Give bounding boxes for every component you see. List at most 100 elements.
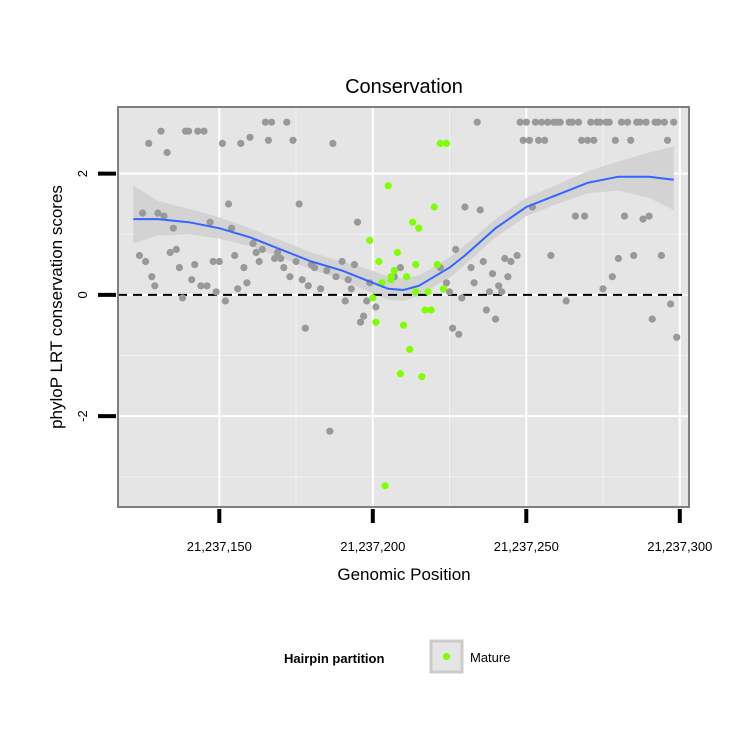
data-point-other — [148, 273, 156, 281]
data-point-other — [630, 251, 638, 260]
data-point-mature — [412, 288, 420, 296]
data-point-mature — [427, 306, 435, 314]
data-point-other — [289, 136, 297, 144]
data-point-other — [172, 245, 180, 253]
data-point-other — [372, 303, 380, 311]
data-point-other — [479, 257, 487, 266]
data-point-other — [326, 427, 334, 435]
data-point-mature — [396, 370, 404, 378]
data-point-mature — [415, 224, 423, 232]
data-point-other — [581, 212, 589, 220]
data-point-other — [599, 285, 607, 293]
data-point-other — [452, 245, 460, 253]
data-point-other — [547, 251, 555, 260]
smooth-line — [133, 175, 674, 292]
data-point-other — [191, 261, 199, 269]
data-point-other — [310, 264, 319, 272]
data-point-other — [323, 267, 331, 275]
data-point-other — [194, 127, 202, 135]
data-point-mature — [393, 248, 401, 257]
y-tick-label: 2 — [75, 170, 90, 177]
data-point-other — [271, 254, 279, 263]
data-point-other — [197, 282, 205, 290]
data-point-other — [498, 288, 506, 296]
data-point-other — [605, 118, 613, 126]
data-point-mature — [378, 279, 386, 287]
data-point-other — [636, 118, 644, 126]
y-axis-ticks: -2 0 2 — [75, 170, 116, 422]
data-point-other — [461, 203, 469, 211]
data-point-other — [620, 212, 629, 220]
data-point-other — [255, 257, 263, 266]
data-point-other — [243, 279, 251, 287]
data-point-mature — [369, 294, 377, 302]
data-point-other — [473, 118, 481, 126]
data-point-mature — [421, 306, 429, 314]
data-point-mature — [430, 203, 438, 211]
data-point-other — [488, 270, 497, 278]
data-point-mature — [381, 482, 389, 490]
data-point-other — [212, 288, 220, 296]
data-point-other — [157, 127, 165, 135]
data-point-other — [541, 136, 549, 144]
data-point-other — [234, 285, 242, 293]
data-point-other — [221, 297, 229, 305]
data-point-other — [175, 264, 183, 272]
data-point-other — [360, 312, 368, 320]
data-point-other — [501, 254, 509, 263]
data-point-other — [525, 136, 534, 144]
data-point-other — [160, 212, 168, 220]
data-point-other — [590, 136, 598, 144]
y-axis-title: phyloP LRT conservation scores — [47, 185, 66, 429]
data-point-other — [670, 118, 678, 126]
smooth-confidence-band — [133, 146, 674, 301]
data-point-other — [142, 257, 150, 266]
data-point-other — [332, 273, 340, 281]
data-point-other — [246, 133, 254, 141]
data-point-other — [663, 136, 672, 144]
y-tick-label: -2 — [75, 410, 90, 422]
data-point-other — [163, 148, 171, 157]
data-point-other — [240, 264, 248, 272]
data-point-other — [139, 209, 147, 217]
data-point-other — [442, 279, 451, 287]
data-point-other — [353, 218, 362, 226]
data-point-other — [218, 139, 226, 147]
data-point-other — [338, 257, 346, 266]
data-point-other — [329, 139, 337, 147]
data-point-other — [522, 118, 530, 126]
data-point-mature — [409, 218, 417, 226]
data-point-other — [642, 118, 650, 126]
data-point-other — [516, 118, 524, 126]
points-other — [135, 118, 681, 435]
data-point-other — [154, 209, 162, 217]
data-point-mature — [399, 321, 408, 329]
data-point-other — [267, 118, 276, 126]
data-point-other — [286, 273, 294, 281]
data-point-other — [224, 200, 233, 208]
data-point-other — [624, 118, 632, 126]
data-point-other — [449, 324, 457, 332]
data-point-other — [301, 324, 309, 332]
data-point-other — [614, 254, 623, 263]
data-point-other — [578, 136, 586, 144]
data-point-other — [458, 294, 466, 302]
data-point-mature — [366, 236, 374, 244]
panel-border — [117, 106, 690, 508]
data-point-other — [252, 248, 260, 257]
data-point-other — [535, 136, 543, 144]
data-point-other — [231, 251, 239, 260]
legend-title: Hairpin partition — [284, 651, 384, 666]
legend: Hairpin partition Mature — [284, 639, 510, 674]
data-point-other — [356, 318, 365, 326]
data-point-other — [151, 282, 159, 290]
data-point-other — [492, 315, 500, 323]
data-point-other — [344, 276, 352, 284]
data-point-other — [209, 257, 217, 266]
x-tick-label: 21,237,150 — [187, 539, 252, 554]
data-point-other — [667, 300, 675, 308]
data-point-other — [513, 251, 521, 260]
data-point-other — [571, 212, 580, 220]
data-point-other — [587, 118, 595, 126]
data-point-other — [274, 248, 282, 257]
